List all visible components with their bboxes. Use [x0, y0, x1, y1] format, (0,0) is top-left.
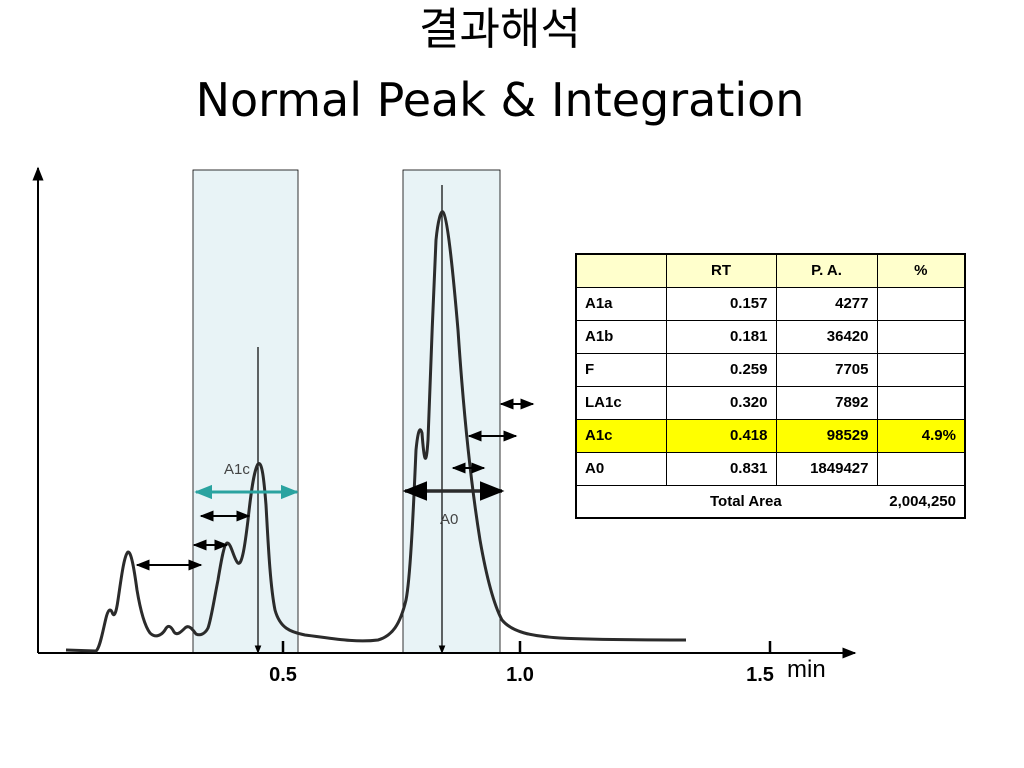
peak-label-a1c: A1c	[224, 461, 250, 478]
row-pa: 36420	[775, 319, 878, 354]
chromatogram-trace	[65, 210, 687, 653]
a0-integration-window	[402, 169, 501, 654]
row-rt: 0.320	[665, 385, 777, 420]
row-pa: 7705	[775, 352, 878, 387]
row-pa: 98529	[775, 418, 878, 453]
row-rt: 0.181	[665, 319, 777, 354]
row-rt: 0.157	[665, 286, 777, 321]
table-row: A1b 0.181 36420	[575, 319, 966, 354]
x-tick-label-1-5: 1.5	[746, 664, 774, 686]
total-cell: Total Area 2,004,250	[575, 484, 966, 519]
table-row: A0 0.831 1849427	[575, 451, 966, 486]
row-rt: 0.259	[665, 352, 777, 387]
table-header-pa: P. A.	[775, 253, 878, 288]
table-total-row: Total Area 2,004,250	[575, 484, 966, 519]
total-area-value: 2,004,250	[889, 492, 956, 510]
row-pa: 4277	[775, 286, 878, 321]
row-name: A1a	[575, 286, 667, 321]
x-tick-label-0-5: 0.5	[269, 664, 297, 686]
table-header-percent: %	[876, 253, 966, 288]
row-pa: 1849427	[775, 451, 878, 486]
row-percent	[876, 385, 966, 420]
row-percent	[876, 451, 966, 486]
x-tick-label-1-0: 1.0	[506, 664, 534, 686]
row-name: A1b	[575, 319, 667, 354]
row-rt: 0.831	[665, 451, 777, 486]
row-pa: 7892	[775, 385, 878, 420]
total-area-label: Total Area	[710, 492, 782, 510]
table-header-blank	[575, 253, 667, 288]
row-percent	[876, 286, 966, 321]
row-name: A0	[575, 451, 667, 486]
row-percent	[876, 319, 966, 354]
table-row: F 0.259 7705	[575, 352, 966, 387]
row-name: F	[575, 352, 667, 387]
table-header-rt: RT	[665, 253, 777, 288]
a1c-integration-window	[192, 169, 299, 654]
table-row-highlighted: A1c 0.418 98529 4.9%	[575, 418, 966, 453]
peak-label-a0: A0	[440, 511, 458, 528]
row-name: LA1c	[575, 385, 667, 420]
row-percent	[876, 352, 966, 387]
slide-title-english: Normal Peak & Integration	[195, 73, 805, 127]
row-percent: 4.9%	[876, 418, 966, 453]
slide-title-korean: 결과해석	[419, 4, 581, 55]
table-row: LA1c 0.320 7892	[575, 385, 966, 420]
table-row: A1a 0.157 4277	[575, 286, 966, 321]
table-header-row: RT P. A. %	[575, 253, 966, 288]
row-name: A1c	[575, 418, 667, 453]
row-rt: 0.418	[665, 418, 777, 453]
x-unit-label: min	[787, 656, 826, 683]
results-table: RT P. A. % A1a 0.157 4277 A1b 0.181 3642…	[575, 253, 966, 519]
